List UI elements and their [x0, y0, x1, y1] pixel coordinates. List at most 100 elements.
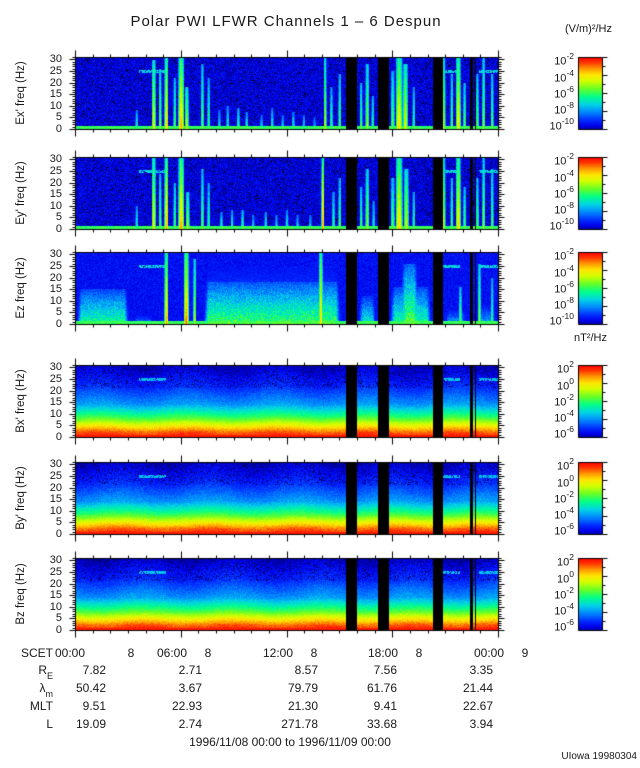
scet-axis-label: SCET	[20, 646, 53, 660]
ephemeris-lambda_m-col3: 61.76	[366, 681, 397, 695]
ytick-label-p1-20: 20	[49, 177, 62, 189]
colorbar-label-p3-3: 10-4	[554, 408, 574, 425]
ytick-label-p3-5: 5	[55, 419, 62, 431]
ytick-label-p3-30: 30	[49, 361, 62, 373]
scet-day-0: 8	[127, 646, 135, 660]
ytick-label-p3-15: 15	[49, 396, 62, 408]
credit-label: UIowa 19980304	[561, 751, 637, 762]
page-title: Polar PWI LFWR Channels 1 – 6 Despun	[130, 13, 442, 30]
ytick-label-p5-10: 10	[49, 601, 62, 613]
ytick-label-p4-30: 30	[49, 458, 62, 470]
ytick-label-p0-0: 0	[55, 123, 62, 135]
date-range-label: 1996/11/08 00:00 to 1996/11/09 00:00	[189, 735, 391, 749]
ephemeris-MLT-col1: 22.93	[171, 699, 202, 713]
ephemeris-L-col1: 2.74	[178, 717, 202, 731]
ytick-label-p1-5: 5	[55, 211, 62, 223]
scet-day-1: 8	[204, 646, 212, 660]
ytick-label-p0-10: 10	[49, 100, 62, 112]
colorbar-label-p5-1: 100	[557, 569, 574, 586]
ephemeris-row-label-0: RE	[38, 663, 53, 682]
colorbar-label-p0-0: 10-2	[554, 51, 574, 68]
colorbar-label-p0-3: 10-8	[554, 100, 574, 117]
ytick-label-p5-5: 5	[55, 612, 62, 624]
colorbar-label-p2-2: 10-6	[554, 279, 574, 296]
ytick-label-p0-5: 5	[55, 111, 62, 123]
scet-day-2: 8	[310, 646, 318, 660]
ytick-label-p2-0: 0	[55, 318, 62, 330]
ytick-label-p1-10: 10	[49, 200, 62, 212]
colorbar-label-p5-3: 10-4	[554, 601, 574, 618]
colorbar-label-p5-0: 102	[557, 552, 574, 569]
ephemeris-lambda_m-col4: 21.44	[462, 681, 493, 695]
ytick-label-p4-0: 0	[55, 528, 62, 540]
colorbar-label-p3-0: 102	[557, 359, 574, 376]
ephemeris-lambda_m-col0: 50.42	[75, 681, 106, 695]
ephemeris-MLT-col0: 9.51	[82, 699, 106, 713]
ephemeris-lambda_m-col1: 3.67	[178, 681, 202, 695]
scet-time-0: 00:00	[55, 646, 86, 660]
colorbar-label-p1-4: 10-10	[549, 216, 574, 233]
ephemeris-row-label-1: λm	[39, 681, 54, 700]
colorbar-label-p3-2: 10-2	[554, 392, 574, 409]
colorbar-label-p1-0: 10-2	[554, 151, 574, 168]
ytick-label-p5-15: 15	[49, 589, 62, 601]
ephemeris-R_E-col1: 2.71	[178, 663, 202, 677]
ytick-label-p3-0: 0	[55, 431, 62, 443]
ephemeris-R_E-col4: 3.35	[469, 663, 493, 677]
ytick-label-p0-25: 25	[49, 65, 62, 77]
colorbar-label-p2-3: 10-8	[554, 295, 574, 312]
magnetic-units-label: nT²/Hz	[574, 332, 607, 344]
ephemeris-row-label-3: L	[46, 717, 53, 731]
colorbar-label-p4-3: 10-4	[554, 505, 574, 522]
scet-time-2: 12:00	[262, 646, 294, 660]
scet-day-3: 8	[415, 646, 423, 660]
ytick-label-p5-0: 0	[55, 624, 62, 636]
colorbar-label-p0-1: 10-4	[554, 68, 574, 85]
ytick-label-p5-25: 25	[49, 566, 62, 578]
colorbar-label-p0-2: 10-6	[554, 84, 574, 101]
ytick-label-p3-20: 20	[49, 385, 62, 397]
colorbar-label-p2-4: 10-10	[549, 311, 574, 328]
colorbar-label-p4-4: 10-6	[554, 521, 574, 538]
ephemeris-R_E-col0: 7.82	[82, 663, 106, 677]
colorbar-label-p0-4: 10-10	[549, 116, 574, 133]
ytick-label-p1-30: 30	[49, 153, 62, 165]
ytick-label-p2-15: 15	[49, 283, 62, 295]
colorbar-label-p1-3: 10-8	[554, 200, 574, 217]
ytick-label-p3-25: 25	[49, 373, 62, 385]
scet-time-4: 00:00	[473, 646, 505, 660]
ephemeris-MLT-col4: 22.67	[462, 699, 493, 713]
ytick-label-p0-15: 15	[49, 88, 62, 100]
ytick-label-p4-25: 25	[49, 470, 62, 482]
ytick-label-p4-5: 5	[55, 516, 62, 528]
ephemeris-R_E-col2: 8.57	[294, 663, 318, 677]
ytick-label-p4-15: 15	[49, 493, 62, 505]
colorbar-label-p3-1: 100	[557, 376, 574, 393]
colorbar-label-p3-4: 10-6	[554, 424, 574, 441]
ytick-label-p2-30: 30	[49, 248, 62, 260]
colorbar-label-p1-2: 10-6	[554, 184, 574, 201]
ytick-label-p1-0: 0	[55, 223, 62, 235]
colorbar-label-p4-2: 10-2	[554, 489, 574, 506]
ephemeris-L-col3: 33.68	[366, 717, 397, 731]
ephemeris-MLT-col2: 21.30	[287, 699, 318, 713]
ytick-label-p4-10: 10	[49, 505, 62, 517]
colorbar-label-p4-1: 100	[557, 473, 574, 490]
colorbar-label-p2-1: 10-4	[554, 263, 574, 280]
electric-units-label: (V/m)²/Hz	[564, 23, 612, 35]
ytick-label-p0-20: 20	[49, 77, 62, 89]
ytick-label-p2-20: 20	[49, 272, 62, 284]
ephemeris-L-col2: 271.78	[281, 717, 318, 731]
ytick-label-p1-15: 15	[49, 188, 62, 200]
scet-time-1: 06:00	[156, 646, 188, 660]
colorbar-label-p5-4: 10-6	[554, 617, 574, 634]
scet-day-4: 9	[521, 646, 529, 660]
ephemeris-R_E-col3: 7.56	[373, 663, 397, 677]
ephemeris-L-col0: 19.09	[75, 717, 106, 731]
scet-time-3: 18:00	[367, 646, 399, 660]
ytick-label-p1-25: 25	[49, 165, 62, 177]
colorbar-label-p1-1: 10-4	[554, 168, 574, 185]
ephemeris-lambda_m-col2: 79.79	[287, 681, 318, 695]
ytick-label-p2-25: 25	[49, 260, 62, 272]
ephemeris-row-label-2: MLT	[29, 699, 53, 713]
